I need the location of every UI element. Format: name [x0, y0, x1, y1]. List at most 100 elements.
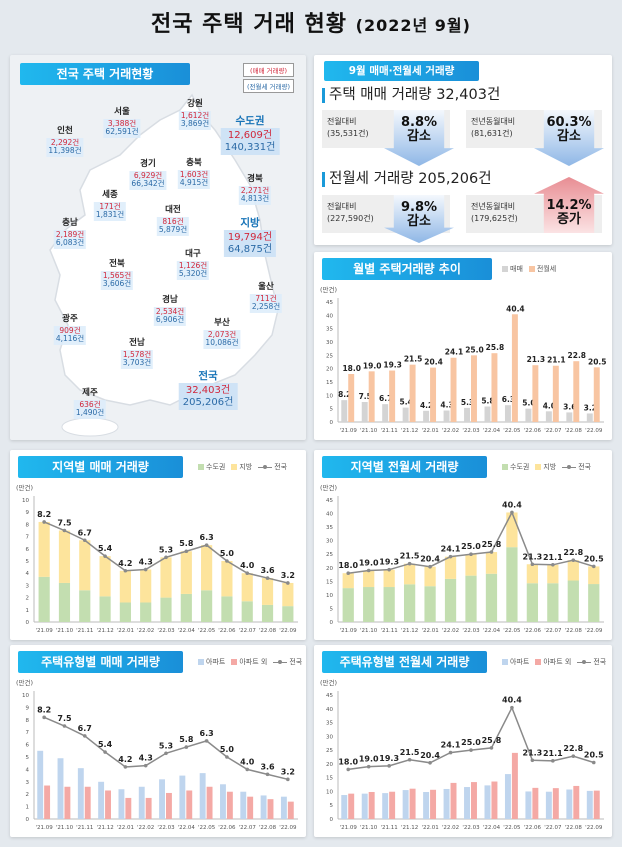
y-tick-label: 6 — [26, 743, 30, 749]
region-jeonnam: 전남 1,578건 3,703건 — [120, 338, 154, 370]
data-label: 21.5 — [400, 748, 420, 757]
bar-아파트 외 — [368, 791, 375, 819]
bar-지방 — [261, 578, 274, 605]
y-tick-label: 7 — [26, 535, 30, 541]
y-tick-label: 10 — [22, 498, 29, 504]
line-point — [571, 754, 576, 758]
x-tick-label: '22.01 — [117, 825, 134, 831]
bar-아파트 외 — [430, 789, 437, 819]
x-tick-label: '21.10 — [56, 628, 74, 634]
line-point — [286, 777, 290, 782]
x-tick-label: '21.09 — [340, 825, 358, 831]
region-name: 세종 — [102, 190, 118, 200]
line-point — [428, 564, 432, 569]
chart-title: 월별 주택거래량 추이 — [322, 258, 492, 280]
region-sale: 1,565건 — [102, 270, 132, 280]
y-tick-label: 0 — [26, 817, 30, 823]
data-label: 21.3 — [523, 552, 543, 561]
data-label: 5.3 — [461, 398, 474, 407]
bar-전월세 — [389, 370, 396, 422]
region-name: 경북 — [247, 174, 263, 184]
line-point — [123, 568, 128, 573]
bar-아파트 외 — [247, 796, 254, 819]
region-incheon: 인천 2,292건 11,398건 — [46, 126, 84, 158]
y-tick-label: 30 — [326, 539, 333, 545]
x-tick-label: '22.01 — [421, 628, 438, 634]
x-tick-label: '22.08 — [565, 628, 583, 634]
data-label: 19.0 — [359, 558, 379, 567]
bar-아파트 — [280, 796, 287, 819]
line-point — [103, 554, 107, 558]
region-name: 인천 — [57, 126, 73, 136]
data-label: 21.5 — [404, 355, 423, 364]
x-tick-label: '21.10 — [360, 428, 378, 434]
data-label: 24.1 — [441, 545, 461, 554]
x-tick-label: '22.08 — [565, 428, 583, 434]
data-label: 21.1 — [547, 356, 566, 365]
bar-아파트 — [464, 787, 470, 819]
data-label: 19.3 — [379, 754, 399, 763]
region-name: 제주 — [82, 388, 98, 398]
legend-item: 아파트 — [198, 657, 225, 667]
legend-item: 전국 — [577, 657, 606, 667]
line-point — [143, 763, 148, 768]
data-label: 5.0 — [220, 549, 235, 558]
region-sale: 32,403건 — [185, 385, 231, 397]
x-tick-label: '22.03 — [157, 825, 175, 831]
line-point — [510, 705, 514, 710]
bar-전월세 — [593, 367, 600, 422]
line-point — [346, 571, 351, 575]
bar-지방 — [282, 582, 294, 607]
line-point — [286, 581, 290, 585]
bar-전월세 — [552, 365, 559, 422]
region-gangwon: 강원 1,612건 3,869건 — [178, 99, 212, 131]
bar-아파트 — [504, 774, 511, 819]
x-tick-label: '22.01 — [421, 825, 438, 831]
data-label: 4.0 — [240, 561, 255, 570]
bar-수도권 — [363, 587, 375, 622]
region-name: 강원 — [187, 99, 203, 109]
chart-panel-region-sale: 지역별 매매 거래량 수도권 지방 전국 (만건) 0 1 2 3 4 5 6 7 8 9 10'21.09 '… — [10, 450, 306, 640]
chart-panel-region-rent: 지역별 전월세 거래량 수도권 지방 전국 (만건) 0 5 10 15 20 25 30 35 40 45… — [314, 450, 612, 640]
arrow-down-icon: 9.8% 감소 — [384, 195, 454, 243]
region-sale: 816건 — [162, 216, 184, 226]
region-sale: 3,388건 — [107, 118, 137, 128]
data-label: 3.2 — [584, 403, 597, 412]
bar-아파트 — [484, 785, 491, 819]
x-tick-label: '22.06 — [524, 428, 542, 434]
y-unit: (만건) — [16, 678, 33, 687]
line-point — [530, 562, 535, 567]
chart-title: 주택유형별 전월세 거래량 — [322, 651, 487, 673]
line-point — [184, 745, 189, 749]
line-point — [366, 568, 371, 573]
x-tick-label: '21.12 — [96, 628, 113, 634]
bar-수도권 — [99, 596, 111, 622]
region-rent: 1,490건 — [75, 408, 105, 418]
x-tick-label: '22.07 — [239, 825, 257, 831]
x-tick-label: '21.09 — [36, 825, 54, 831]
data-label: 8.2 — [37, 510, 51, 519]
x-tick-label: '21.11 — [381, 428, 398, 434]
data-label: 5.8 — [179, 735, 194, 744]
bar-매매 — [402, 407, 409, 422]
bar-수도권 — [38, 576, 50, 622]
bar-수도권 — [506, 547, 518, 622]
legend-sale: (매매 거래량) — [242, 63, 294, 77]
y-tick-label: 45 — [326, 498, 333, 504]
region-sale: 12,609건 — [227, 130, 273, 142]
line-point — [469, 552, 473, 557]
data-label: 22.8 — [563, 744, 583, 753]
data-label: 5.8 — [179, 539, 194, 548]
bar-아파트 — [402, 790, 409, 819]
data-label: 5.8 — [481, 397, 494, 406]
chart-title: 지역별 매매 거래량 — [18, 456, 183, 478]
x-tick-label: '22.03 — [462, 628, 480, 634]
x-tick-label: '22.07 — [544, 428, 562, 434]
data-label: 5.3 — [159, 741, 173, 750]
region-rent: 3,703건 — [122, 358, 152, 368]
y-tick-label: 30 — [326, 734, 333, 740]
chart-title: 지역별 전월세 거래량 — [322, 456, 487, 478]
y-unit: (만건) — [320, 285, 337, 294]
region-sale: 2,271건 — [240, 185, 270, 195]
region-sale: 2,073건 — [207, 329, 237, 339]
